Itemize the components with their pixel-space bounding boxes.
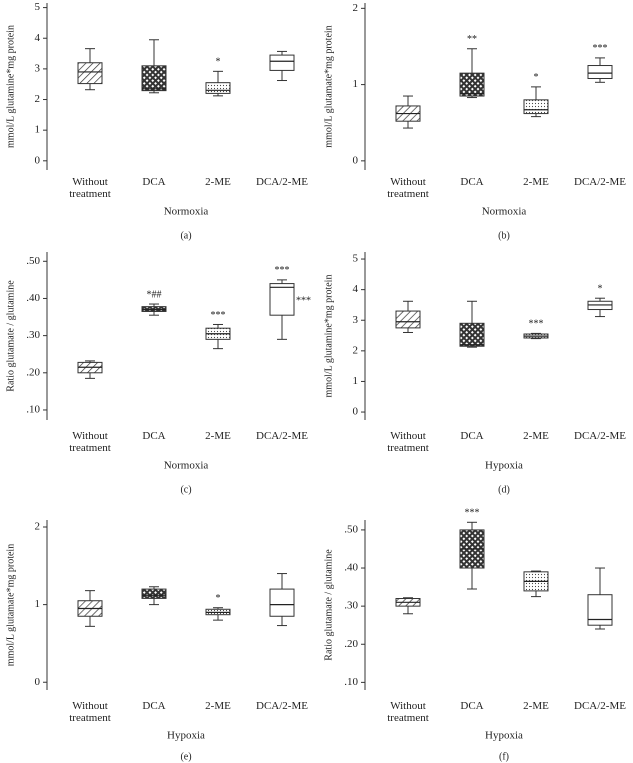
x-tick-label: 2-ME [523,176,549,188]
x-axis-label: Normoxia [482,206,527,218]
annotation: * [216,593,221,604]
y-tick-label: .20 [344,638,358,650]
x-tick-label: DCA/2-ME [574,176,626,188]
panel-label: (f) [499,751,509,762]
x-tick-label: 2-ME [205,176,231,188]
panel-label: (b) [498,230,510,241]
x-tick-label: DCA [142,700,166,712]
y-axis-label: Ratio glutamate / glutamine [323,549,334,661]
box [141,588,167,599]
box [587,65,613,79]
y-tick-label: 0 [353,154,359,166]
x-tick-label: 2-ME [205,430,231,442]
x-tick-label: DCA [460,700,484,712]
box [205,82,231,94]
x-axis-label: Normoxia [164,206,209,218]
annotation: * [216,57,221,68]
y-tick-label: 3 [353,314,359,326]
annotation: ** [467,34,477,45]
box [141,65,167,92]
y-tick-label: 0 [353,406,359,418]
y-tick-label: 2 [35,521,41,533]
annotation: *** [296,295,311,306]
annotation: *## [147,289,162,300]
y-tick-label: 4 [353,283,359,295]
panel-label: (d) [498,484,510,495]
x-tick-label: 2-ME [523,700,549,712]
x-tick-label: DCA [460,430,484,442]
y-tick-label: .30 [344,600,358,612]
x-axis-label: Hypoxia [485,460,523,472]
y-tick-label: .50 [344,523,358,535]
box [269,54,295,71]
y-axis-label: mmol/L glutamate*mg protein [323,25,334,147]
x-tick-label: Without treatment [387,430,429,454]
y-tick-label: 4 [35,32,41,44]
y-axis-label: mmol/L glutamate*mg protein [5,544,16,666]
y-tick-label: 1 [35,598,41,610]
box [395,310,421,329]
y-tick-label: 2 [35,93,41,105]
x-tick-label: Without treatment [69,430,111,454]
y-tick-label: .10 [26,403,40,415]
y-tick-label: .40 [26,292,40,304]
annotation: *** [465,508,480,519]
y-tick-label: .40 [344,562,358,574]
annotation: *** [529,319,544,330]
y-tick-label: 5 [35,1,41,13]
y-tick-label: 2 [353,344,359,356]
y-tick-label: 5 [353,253,359,265]
panel-label: (e) [180,751,191,762]
x-tick-label: DCA/2-ME [256,176,308,188]
panel-label: (c) [180,484,191,495]
x-tick-label: DCA/2-ME [574,700,626,712]
x-tick-label: Without treatment [387,700,429,724]
y-axis-label: mmol/L glutamine*mg protein [5,25,16,148]
x-tick-label: Without treatment [69,176,111,200]
annotation: *** [275,265,290,276]
annotation: *** [211,310,226,321]
y-tick-label: 0 [35,676,41,688]
y-tick-label: 1 [353,375,359,387]
panel-label: (a) [180,230,191,241]
x-tick-label: Without treatment [69,700,111,724]
x-tick-label: DCA [142,430,166,442]
x-tick-label: 2-ME [205,700,231,712]
x-axis-label: Hypoxia [485,730,523,742]
y-axis-label: mmol/L glutamine*mg protein [323,275,334,398]
y-tick-label: .10 [344,676,358,688]
y-tick-label: 2 [353,2,359,14]
x-tick-label: DCA/2-ME [574,430,626,442]
annotation: * [598,284,603,295]
x-tick-label: DCA/2-ME [256,430,308,442]
box [523,99,549,115]
box [269,283,295,316]
x-tick-label: DCA/2-ME [256,700,308,712]
x-axis-label: Hypoxia [167,730,205,742]
y-tick-label: 1 [353,78,359,90]
y-tick-label: 1 [35,124,41,136]
y-tick-label: .20 [26,366,40,378]
y-axis-label: Ratio glutamate / glutamine [5,280,16,392]
annotation: * [534,72,539,83]
annotation: *** [593,43,608,54]
y-tick-label: 3 [35,62,41,74]
box [459,72,485,97]
x-tick-label: 2-ME [523,430,549,442]
x-axis-label: Normoxia [164,460,209,472]
box [269,588,295,617]
x-tick-label: DCA [460,176,484,188]
x-tick-label: DCA [142,176,166,188]
box [459,322,485,347]
box [77,62,103,85]
y-tick-label: .50 [26,255,40,267]
y-tick-label: 0 [35,154,41,166]
x-tick-label: Without treatment [387,176,429,200]
y-tick-label: .30 [26,329,40,341]
box [587,594,613,626]
